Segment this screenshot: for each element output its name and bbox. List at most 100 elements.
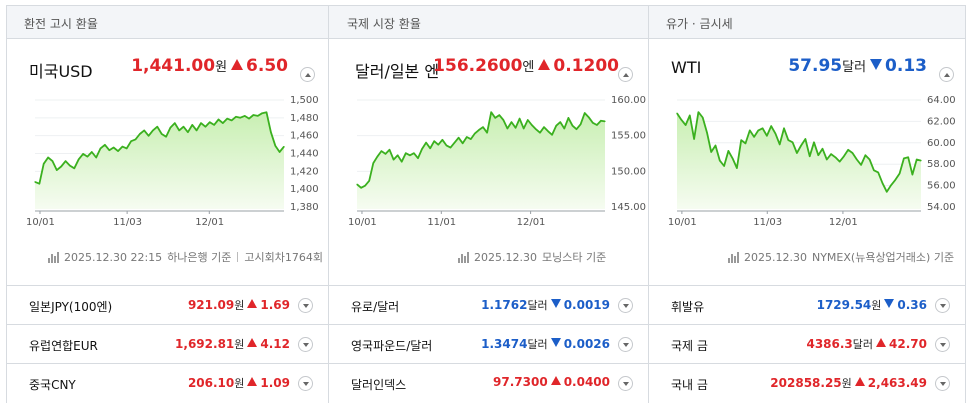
item-change: 42.70 — [889, 337, 927, 351]
item-value-group: 1729.54 원 0.36 — [817, 297, 927, 313]
x-tick-label: 12/01 — [517, 217, 546, 228]
item-value: 206.10 — [187, 376, 235, 390]
item-name: 영국파운드/달러 — [351, 339, 433, 353]
data-point — [248, 118, 250, 120]
data-point — [252, 114, 254, 116]
data-point — [749, 129, 751, 131]
data-point — [441, 139, 443, 141]
main-item-value: 57.95 — [788, 56, 843, 76]
list-item[interactable]: 유로/달러 1.1762 달러 0.0019 — [329, 285, 648, 324]
data-point — [873, 169, 875, 171]
data-point — [191, 124, 193, 126]
data-point — [830, 153, 832, 155]
data-point — [99, 147, 102, 149]
list-item[interactable]: 국내 금 202858.25 원 2,463.49 — [649, 363, 965, 402]
divider — [237, 252, 239, 262]
expand-icon[interactable] — [618, 337, 633, 352]
data-point — [121, 146, 123, 148]
expand-icon[interactable] — [298, 298, 313, 313]
data-point — [719, 160, 721, 162]
data-point — [519, 118, 521, 120]
data-point — [182, 126, 185, 128]
data-point — [796, 152, 798, 154]
collapse-toggle-icon[interactable] — [939, 67, 954, 82]
y-tick-label: 1,500 — [290, 95, 319, 106]
expand-icon[interactable] — [935, 298, 950, 313]
data-point — [34, 181, 36, 183]
main-item-value: 1,441.00 — [131, 56, 216, 76]
list-item[interactable]: 달러인덱스 97.7300 0.0400 — [329, 363, 648, 402]
data-point — [792, 141, 794, 143]
item-unit: 원 — [234, 377, 245, 390]
list-item[interactable]: 중국CNY 206.10 원 1.09 — [7, 363, 328, 402]
data-point — [515, 127, 517, 129]
expand-icon[interactable] — [618, 298, 633, 313]
area-fill — [357, 112, 605, 209]
data-point — [847, 149, 849, 151]
item-value: 1.3474 — [481, 337, 528, 351]
expand-icon[interactable] — [935, 376, 950, 391]
item-value: 202858.25 — [770, 376, 842, 390]
data-point — [274, 145, 276, 147]
data-point — [702, 116, 704, 119]
data-point — [213, 124, 215, 126]
data-point — [209, 121, 211, 123]
item-unit: 원 — [871, 299, 882, 312]
item-value: 1729.54 — [816, 298, 872, 312]
data-point — [388, 149, 391, 151]
list-item[interactable]: 유럽연합EUR 1,692.81 원 4.12 — [7, 324, 328, 363]
bar-chart-icon — [458, 251, 469, 263]
data-point — [69, 165, 71, 167]
expand-icon[interactable] — [618, 376, 633, 391]
data-point — [235, 116, 237, 118]
data-point — [753, 136, 755, 138]
y-tick-label: 54.00 — [927, 202, 956, 213]
data-point — [813, 141, 815, 143]
data-point — [531, 124, 533, 126]
data-point — [368, 180, 370, 182]
list-item[interactable]: 일본JPY(100엔) 921.09 원 1.69 — [7, 285, 328, 324]
triangle-up-icon — [538, 59, 551, 70]
data-point — [779, 143, 781, 145]
data-point — [494, 117, 496, 119]
item-name: 중국CNY — [29, 378, 76, 392]
item-name: 유로/달러 — [351, 300, 400, 314]
data-point — [736, 167, 738, 169]
data-point — [890, 184, 892, 186]
data-point — [490, 111, 492, 113]
data-point — [462, 142, 464, 144]
collapse-toggle-icon[interactable] — [618, 67, 633, 82]
data-point — [169, 127, 171, 129]
data-point — [809, 155, 811, 157]
expand-icon[interactable] — [298, 337, 313, 352]
y-tick-label: 150.00 — [611, 166, 646, 177]
column-oil-gold: 유가 · 금시세 WTI 57.95 달러 0.13 64.00 62.00 60.00 58.… — [648, 6, 965, 404]
main-item-change: 0.13 — [870, 56, 927, 76]
data-point — [244, 115, 246, 117]
item-name: 유럽연합EUR — [29, 339, 98, 353]
expand-icon[interactable] — [298, 376, 313, 391]
expand-icon[interactable] — [935, 337, 950, 352]
main-item-change-value: 0.13 — [885, 56, 927, 76]
data-point — [445, 144, 447, 146]
data-point — [856, 158, 858, 161]
main-item-change-value: 6.50 — [246, 56, 288, 76]
main-item-value: 156.2600 — [433, 56, 523, 76]
list-item[interactable]: 휘발유 1729.54 원 0.36 — [649, 285, 965, 324]
list-item[interactable]: 국제 금 4386.3 달러 42.70 — [649, 324, 965, 363]
data-point — [257, 115, 259, 117]
data-point — [817, 154, 819, 156]
data-point — [723, 165, 725, 167]
data-point — [152, 129, 154, 131]
item-value-group: 1.3474 달러 0.0026 — [481, 336, 610, 352]
list-item[interactable]: 영국파운드/달러 1.3474 달러 0.0026 — [329, 324, 648, 363]
item-unit: 달러 — [852, 338, 874, 351]
data-point — [787, 139, 789, 141]
source-extra: 고시회차1764회 — [244, 251, 323, 264]
data-point — [800, 144, 802, 147]
collapse-toggle-icon[interactable] — [300, 67, 315, 82]
data-point — [425, 142, 427, 144]
data-point — [506, 127, 508, 130]
data-point — [478, 129, 480, 131]
y-tick-label: 160.00 — [611, 95, 646, 106]
